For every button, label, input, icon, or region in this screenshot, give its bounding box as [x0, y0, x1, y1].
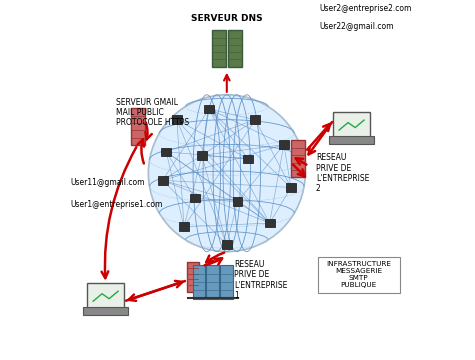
FancyBboxPatch shape — [86, 283, 124, 310]
FancyBboxPatch shape — [332, 112, 371, 139]
Text: RESEAU
PRIVE DE
L'ENTREPRISE
2: RESEAU PRIVE DE L'ENTREPRISE 2 — [316, 153, 370, 193]
FancyBboxPatch shape — [291, 140, 305, 177]
FancyArrowPatch shape — [296, 158, 306, 165]
FancyBboxPatch shape — [187, 262, 199, 292]
FancyBboxPatch shape — [212, 30, 226, 67]
FancyArrowPatch shape — [206, 253, 224, 262]
FancyBboxPatch shape — [330, 136, 374, 144]
FancyBboxPatch shape — [206, 265, 219, 299]
FancyBboxPatch shape — [197, 151, 207, 160]
FancyBboxPatch shape — [192, 265, 205, 299]
Text: User1@entreprise1.com: User1@entreprise1.com — [70, 200, 162, 209]
FancyBboxPatch shape — [286, 183, 296, 192]
FancyBboxPatch shape — [204, 105, 214, 113]
FancyArrowPatch shape — [307, 124, 330, 150]
FancyArrowPatch shape — [129, 281, 185, 301]
FancyArrowPatch shape — [309, 122, 332, 154]
FancyBboxPatch shape — [190, 194, 200, 202]
FancyArrowPatch shape — [138, 139, 144, 163]
FancyBboxPatch shape — [172, 116, 182, 124]
Text: User2@entreprise2.com: User2@entreprise2.com — [320, 4, 412, 13]
FancyBboxPatch shape — [279, 140, 289, 149]
Text: SERVEUR DNS: SERVEUR DNS — [191, 14, 263, 23]
FancyArrowPatch shape — [102, 147, 136, 278]
FancyArrowPatch shape — [126, 281, 182, 301]
FancyArrowPatch shape — [145, 122, 152, 139]
FancyArrowPatch shape — [293, 165, 305, 176]
FancyBboxPatch shape — [250, 116, 260, 124]
FancyBboxPatch shape — [318, 257, 400, 293]
FancyBboxPatch shape — [232, 197, 243, 206]
Text: RESEAU
PRIVE DE
L'ENTREPRISE
1: RESEAU PRIVE DE L'ENTREPRISE 1 — [234, 260, 287, 300]
Text: User11@gmail.com: User11@gmail.com — [70, 179, 144, 188]
FancyBboxPatch shape — [219, 265, 232, 299]
Text: User22@gmail.com: User22@gmail.com — [320, 22, 394, 31]
Text: SERVEUR GMAIL
MAIL PUBLIC
PROTOCOLE HTTPS: SERVEUR GMAIL MAIL PUBLIC PROTOCOLE HTTP… — [116, 98, 190, 127]
FancyBboxPatch shape — [161, 148, 171, 156]
Text: INFRASTRUCTURE
MESSAGERIE
SMTP
PUBLIQUE: INFRASTRUCTURE MESSAGERIE SMTP PUBLIQUE — [326, 261, 391, 288]
FancyBboxPatch shape — [179, 222, 189, 231]
FancyArrowPatch shape — [205, 258, 222, 265]
FancyBboxPatch shape — [84, 307, 128, 315]
FancyBboxPatch shape — [158, 176, 168, 185]
Circle shape — [148, 95, 305, 252]
FancyBboxPatch shape — [243, 155, 253, 163]
FancyBboxPatch shape — [222, 240, 232, 249]
FancyBboxPatch shape — [131, 108, 144, 145]
FancyBboxPatch shape — [265, 219, 275, 228]
FancyBboxPatch shape — [228, 30, 242, 67]
